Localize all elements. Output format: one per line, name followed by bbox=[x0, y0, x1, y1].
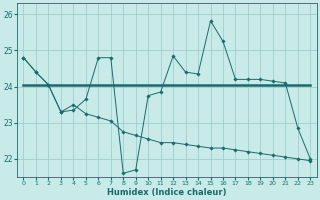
X-axis label: Humidex (Indice chaleur): Humidex (Indice chaleur) bbox=[107, 188, 227, 197]
